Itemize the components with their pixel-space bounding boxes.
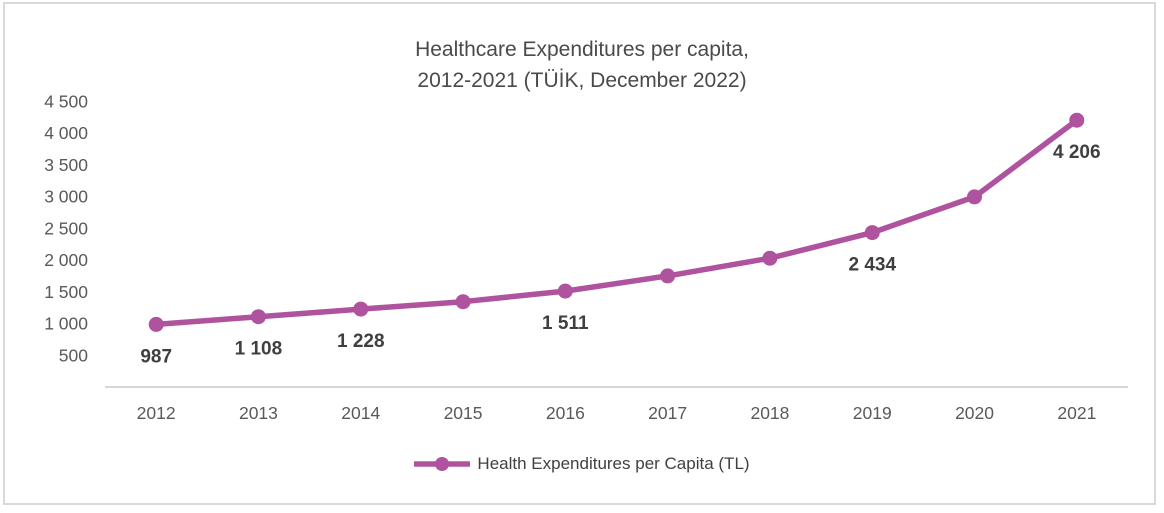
- y-axis-tick-label: 2 500: [44, 218, 88, 238]
- legend-label: Health Expenditures per Capita (TL): [477, 454, 750, 473]
- data-point-label: 987: [140, 346, 172, 367]
- y-axis-tick-label: 1 500: [44, 282, 88, 302]
- legend-line-marker-icon: [414, 456, 471, 472]
- y-axis-tick-label: 3 500: [44, 155, 88, 175]
- chart-title-line2: 2012-2021 (TÜİK, December 2022): [417, 69, 747, 92]
- x-axis-category-label: 2019: [853, 403, 892, 423]
- chart-legend: Health Expenditures per Capita (TL): [0, 454, 1164, 474]
- data-point-marker: [660, 268, 676, 284]
- data-point-marker: [148, 316, 164, 332]
- data-point-label: 1 108: [235, 339, 283, 360]
- data-point-label: 2 434: [849, 255, 897, 276]
- x-axis-category-label: 2021: [1057, 403, 1096, 423]
- y-axis-tick-label: 4 000: [44, 123, 88, 143]
- x-axis-category-label: 2017: [648, 403, 687, 423]
- x-axis-category-label: 2013: [239, 403, 278, 423]
- chart-title-line1: Healthcare Expenditures per capita,: [415, 38, 749, 61]
- data-point-marker: [1069, 112, 1085, 128]
- y-axis-tick-label: 500: [59, 345, 88, 365]
- data-point-marker: [353, 301, 369, 317]
- y-axis-tick-label: 1 000: [44, 314, 88, 334]
- y-axis-tick-label: 3 000: [44, 187, 88, 207]
- x-axis-category-label: 2020: [955, 403, 994, 423]
- data-point-marker: [557, 283, 573, 299]
- chart-card: [3, 2, 1156, 505]
- data-point-label: 1 228: [337, 331, 385, 352]
- y-axis-tick-label: 2 000: [44, 250, 88, 270]
- x-axis-category-label: 2012: [137, 403, 176, 423]
- data-point-label: 4 206: [1053, 142, 1101, 163]
- y-axis-tick-label: 4 500: [44, 92, 88, 112]
- data-point-marker: [967, 189, 982, 205]
- data-point-marker: [864, 225, 880, 241]
- chart-title: Healthcare Expenditures per capita, 2012…: [0, 34, 1164, 96]
- series-line: [153, 117, 1080, 328]
- data-point-label: 1 511: [542, 313, 589, 334]
- x-axis-category-label: 2018: [750, 403, 789, 423]
- data-point-marker: [762, 250, 778, 266]
- data-point-marker: [250, 309, 266, 325]
- x-axis-category-label: 2014: [341, 403, 380, 423]
- data-point-marker: [455, 294, 471, 310]
- x-axis-category-label: 2015: [444, 403, 483, 423]
- x-axis-category-label: 2016: [546, 403, 585, 423]
